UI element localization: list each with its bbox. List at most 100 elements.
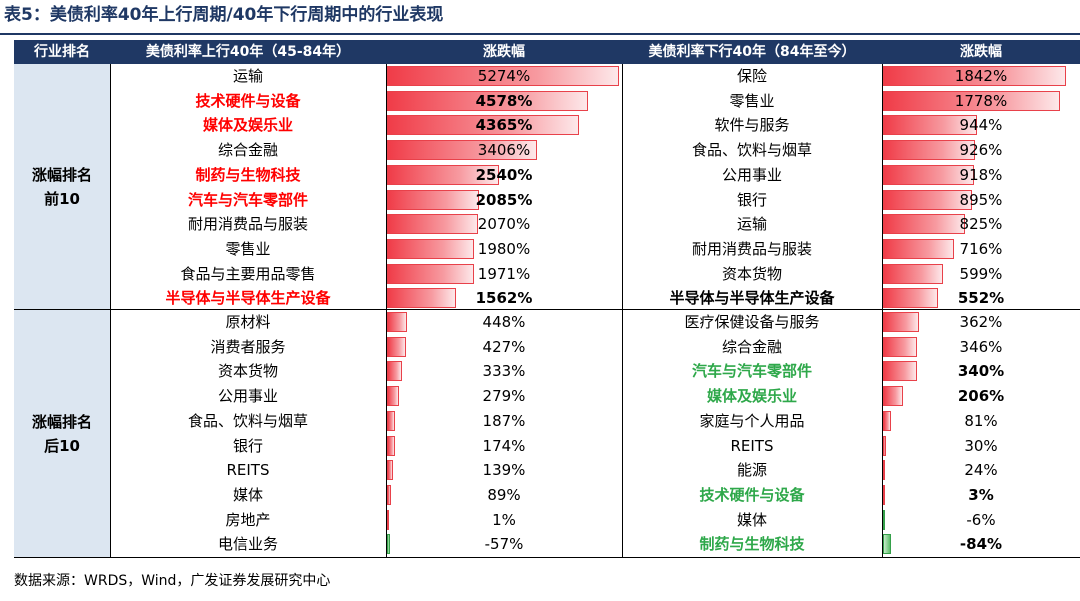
table-row: 媒体 89% 技术硬件与设备 3% <box>110 483 1080 508</box>
down-change-bar <box>883 460 886 481</box>
down-industry-name: 媒体 <box>736 510 767 529</box>
down-change-value: 24% <box>964 461 998 480</box>
table-row: 汽车与汽车零部件 2085% 银行 895% <box>110 188 1080 213</box>
down-change-bar <box>883 410 892 431</box>
down-change-bar <box>883 66 1066 86</box>
group-separator <box>14 309 1080 310</box>
table-row: 技术硬件与设备 4578% 零售业 1778% <box>110 89 1080 114</box>
table-row: 原材料 448% 医疗保健设备与服务 362% <box>110 310 1080 335</box>
column-divider <box>622 64 623 558</box>
up-change-value: 1980% <box>477 239 531 258</box>
industry-performance-table: 行业排名 美债利率上行40年（45-84年） 涨跌幅 美债利率下行40年（84年… <box>14 40 1080 558</box>
up-industry-name: 综合金融 <box>217 141 278 160</box>
table-bottom-rule <box>14 557 1080 558</box>
down-industry-name: 零售业 <box>729 91 775 110</box>
down-change-value: -6% <box>966 510 996 529</box>
up-change-bar <box>387 140 537 161</box>
up-industry-name: 媒体及娱乐业 <box>202 116 293 135</box>
table-row: 综合金融 3406% 食品、饮料与烟草 926% <box>110 138 1080 163</box>
down-industry-name: 家庭与个人用品 <box>699 411 805 430</box>
down-change-bar <box>883 435 886 456</box>
table-row: 食品与主要用品零售 1971% 资本货物 599% <box>110 262 1080 287</box>
group-bottom10-line2: 后10 <box>44 436 80 455</box>
table-row: 运输 5274% 保险 1842% <box>110 64 1080 89</box>
group-bottom10: 涨幅排名 后10 <box>14 310 110 557</box>
down-change-bar <box>883 509 885 530</box>
up-change-bar <box>387 484 391 505</box>
down-change-value: 926% <box>959 141 1003 160</box>
up-change-bar <box>387 509 389 530</box>
up-change-value: 139% <box>482 461 526 480</box>
group-top10-line1: 涨幅排名 <box>31 165 92 184</box>
up-industry-name: 原材料 <box>225 313 271 331</box>
down-change-bar <box>883 164 975 185</box>
down-change-bar <box>883 484 885 505</box>
up-industry-name: 技术硬件与设备 <box>195 91 301 110</box>
up-industry-name: 汽车与汽车零部件 <box>187 190 308 209</box>
up-change-value: 3406% <box>477 141 531 160</box>
up-industry-name: 耐用消费品与服装 <box>187 215 308 234</box>
up-change-value: 2070% <box>477 215 531 234</box>
down-change-value: 552% <box>957 289 1005 308</box>
up-change-value: 279% <box>482 387 526 406</box>
down-industry-name: 半导体与半导体生产设备 <box>669 289 835 308</box>
header-down-cycle: 美债利率下行40年（84年至今） <box>648 44 856 60</box>
up-change-bar <box>387 115 579 136</box>
up-industry-name: 制药与生物科技 <box>195 165 301 184</box>
up-change-value: 1562% <box>475 289 533 308</box>
up-industry-name: 零售业 <box>225 239 271 258</box>
up-industry-name: 半导体与半导体生产设备 <box>165 289 331 308</box>
table-row: 零售业 1980% 耐用消费品与服装 716% <box>110 237 1080 262</box>
down-industry-name: 运输 <box>736 215 767 234</box>
down-industry-name: 汽车与汽车零部件 <box>691 362 812 381</box>
down-change-bar <box>883 336 918 357</box>
up-change-bar <box>387 66 619 86</box>
header-down-change: 涨跌幅 <box>960 44 1002 60</box>
up-industry-name: REITS <box>226 461 270 480</box>
down-change-bar <box>883 140 975 161</box>
header-up-cycle: 美债利率上行40年（45-84年） <box>145 44 351 60</box>
down-industry-name: 保险 <box>736 67 767 85</box>
down-change-value: 1842% <box>954 67 1008 85</box>
down-industry-name: 食品、饮料与烟草 <box>691 141 812 160</box>
up-change-bar <box>387 435 395 456</box>
down-industry-name: 公用事业 <box>721 165 782 184</box>
up-change-bar <box>387 534 390 555</box>
up-industry-name: 资本货物 <box>217 362 278 381</box>
down-industry-name: 资本货物 <box>721 264 782 283</box>
title-underline <box>0 33 1080 35</box>
up-industry-name: 消费者服务 <box>210 337 286 356</box>
table-row: 房地产 1% 媒体 -6% <box>110 508 1080 533</box>
up-change-value: 89% <box>487 485 521 504</box>
up-change-value: 1% <box>492 510 516 529</box>
up-change-value: 174% <box>482 436 526 455</box>
down-change-value: 346% <box>959 337 1003 356</box>
down-change-bar <box>883 189 972 210</box>
down-industry-name: 能源 <box>736 461 767 480</box>
down-change-value: 918% <box>959 165 1003 184</box>
down-change-bar <box>883 115 977 136</box>
up-change-bar <box>387 460 394 481</box>
up-change-value: 2085% <box>475 190 533 209</box>
down-industry-name: 耐用消费品与服装 <box>691 239 812 258</box>
up-industry-name: 食品、饮料与烟草 <box>187 411 308 430</box>
table-row: REITS 139% 能源 24% <box>110 458 1080 483</box>
up-change-bar <box>387 238 475 259</box>
table-row: 消费者服务 427% 综合金融 346% <box>110 335 1080 360</box>
source-note: 数据来源：WRDS，Wind，广发证券发展研究中心 <box>14 573 331 589</box>
down-industry-name: REITS <box>730 436 774 455</box>
down-change-bar <box>883 534 892 555</box>
up-change-value: -57% <box>484 535 524 554</box>
up-change-bar <box>387 361 402 382</box>
table-row: 制药与生物科技 2540% 公用事业 918% <box>110 163 1080 188</box>
table-row: 耐用消费品与服装 2070% 运输 825% <box>110 212 1080 237</box>
down-change-value: 825% <box>959 215 1003 234</box>
up-industry-name: 食品与主要用品零售 <box>180 264 316 283</box>
down-change-value: 599% <box>959 264 1003 283</box>
down-change-bar <box>883 238 955 259</box>
down-change-bar <box>883 214 965 235</box>
column-divider <box>882 64 883 558</box>
up-industry-name: 银行 <box>232 436 263 455</box>
down-change-value: -84% <box>959 535 1003 554</box>
up-change-value: 187% <box>482 411 526 430</box>
